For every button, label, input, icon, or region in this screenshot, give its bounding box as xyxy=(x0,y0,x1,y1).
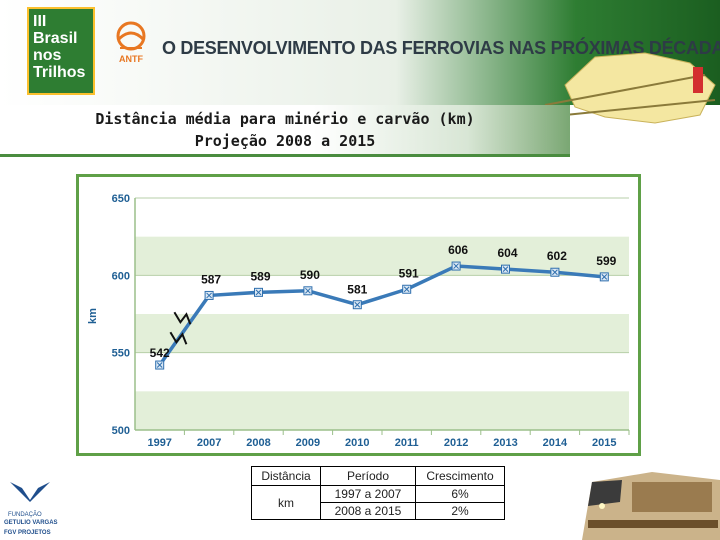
data-label: 599 xyxy=(596,254,616,268)
chart-title: Distância média para minério e carvão (k… xyxy=(0,108,570,152)
brasil-nos-trilhos-logo: III Brasil nos Trilhos xyxy=(27,7,95,95)
y-tick-label: 500 xyxy=(112,425,130,437)
plot-band xyxy=(135,236,629,276)
antf-logo: ANTF xyxy=(116,21,146,64)
fgv-logo: FUNDAÇÃO GETULIO VARGAS FGV PROJETOS xyxy=(4,482,58,536)
table-growth-cell: 2% xyxy=(415,502,505,520)
x-tick-label: 2014 xyxy=(543,437,568,449)
x-tick-label: 2015 xyxy=(592,437,616,449)
data-point-x xyxy=(206,292,212,299)
x-tick-label: 2012 xyxy=(444,437,468,449)
y-tick-label: 600 xyxy=(112,270,130,282)
table-header-crescimento: Crescimento xyxy=(415,466,505,486)
data-label: 542 xyxy=(150,346,170,360)
data-point-x xyxy=(403,286,410,293)
growth-table: Distância Período Crescimento km 1997 a … xyxy=(251,466,505,520)
data-label: 581 xyxy=(347,283,367,297)
y-tick-label: 550 xyxy=(112,348,130,360)
table-period-cell: 2008 a 2015 xyxy=(320,502,416,520)
page-title: O DESENVOLVIMENTO DAS FERROVIAS NAS PRÓX… xyxy=(162,38,720,58)
fgv-line1: FUNDAÇÃO xyxy=(8,511,42,518)
x-tick-label: 2008 xyxy=(246,437,270,449)
plot-band xyxy=(135,352,629,392)
data-point-x xyxy=(552,269,558,276)
y-tick-label: 650 xyxy=(112,193,130,205)
table-unit-cell: km xyxy=(251,485,321,520)
logo-text: III Brasil nos Trilhos xyxy=(33,13,86,81)
plot-band xyxy=(135,198,629,237)
data-label: 604 xyxy=(497,246,517,260)
data-label: 590 xyxy=(300,268,320,282)
table-header-periodo: Período xyxy=(320,466,416,486)
data-point-x xyxy=(305,287,311,294)
chart-title-line2: Projeção 2008 a 2015 xyxy=(194,132,376,150)
x-tick-label: 2010 xyxy=(345,437,369,449)
table-header-distancia: Distância xyxy=(251,466,321,486)
chart-title-line1: Distância média para minério e carvão (k… xyxy=(95,110,475,128)
axis-break-mark xyxy=(173,311,192,325)
subtitle-band xyxy=(0,105,570,157)
plot-band xyxy=(135,391,629,430)
x-tick-label: 1997 xyxy=(147,437,171,449)
series-line xyxy=(158,264,605,367)
table-growth-cell: 6% xyxy=(415,485,505,503)
data-label: 589 xyxy=(250,269,270,283)
fgv-line3: FGV PROJETOS xyxy=(4,530,51,536)
data-point-x xyxy=(354,301,361,308)
fgv-line2: GETULIO VARGAS xyxy=(4,520,58,526)
x-tick-label: 2013 xyxy=(493,437,517,449)
axis-break-mark xyxy=(169,331,188,345)
plot-band xyxy=(135,314,629,353)
data-point-x xyxy=(601,274,608,280)
data-point-x xyxy=(502,266,509,273)
data-label: 587 xyxy=(201,272,221,286)
data-point-x xyxy=(255,289,262,296)
y-axis-label: km xyxy=(87,308,99,324)
data-point-x xyxy=(453,263,459,269)
x-tick-label: 2009 xyxy=(296,437,320,449)
brazil-map-icon xyxy=(544,52,716,124)
table-period-cell: 1997 a 2007 xyxy=(320,485,416,503)
line-chart: 500 550 600 650 km 1997 2007 2008 2009 2010 2011 20… xyxy=(87,193,630,449)
antf-label: ANTF xyxy=(119,54,143,64)
data-point-x xyxy=(156,362,163,368)
data-label: 602 xyxy=(547,249,567,263)
x-tick-label: 2007 xyxy=(197,437,221,449)
data-label: 606 xyxy=(448,243,468,257)
x-tick-label: 2011 xyxy=(395,437,419,449)
data-label: 591 xyxy=(399,266,419,280)
train-image xyxy=(562,462,720,540)
